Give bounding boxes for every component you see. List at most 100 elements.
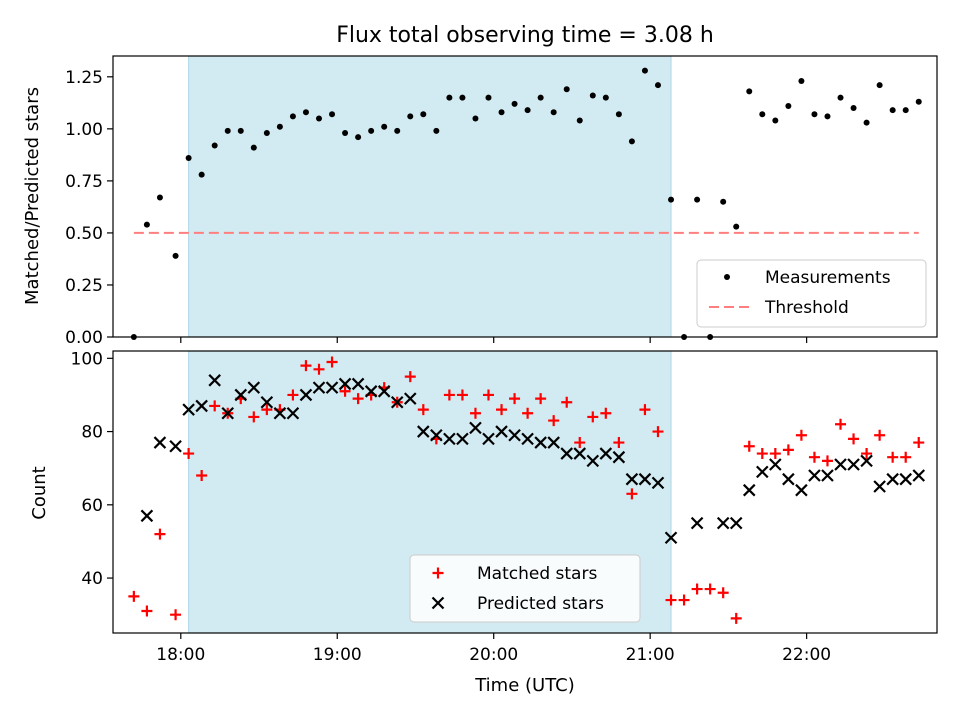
measurement-point (276, 123, 283, 130)
measurement-point (837, 94, 844, 101)
top-y-tick-label: 1.25 (65, 68, 103, 88)
matched-stars-point (196, 470, 208, 482)
predicted-stars-point (625, 472, 639, 486)
predicted-stars-point (508, 428, 521, 442)
measurement-point (185, 154, 192, 161)
predicted-stars-point (769, 458, 782, 471)
predicted-stars-point (742, 483, 756, 497)
predicted-stars-point (495, 425, 508, 438)
predicted-stars-point (612, 450, 626, 464)
matched-stars-point (209, 400, 221, 412)
predicted-stars-point (390, 395, 404, 409)
measurement-point (654, 82, 661, 89)
matched-stars-point (261, 404, 273, 416)
measurement-point (289, 113, 296, 120)
predicted-stars-point (377, 385, 391, 398)
measurement-point (143, 221, 150, 228)
legend-label-threshold: Threshold (764, 298, 849, 318)
measurement-point (433, 127, 440, 134)
measurement-point (615, 111, 622, 118)
matched-stars-point (835, 418, 847, 430)
measurement-point (798, 77, 805, 84)
measurement-point (537, 94, 544, 101)
predicted-stars-point (286, 406, 300, 420)
predicted-stars-point (247, 381, 261, 394)
matched-stars-point (704, 583, 716, 595)
legend-matched-marker (432, 567, 444, 579)
measurement-point (459, 94, 466, 101)
matched-stars-point (639, 404, 651, 416)
matched-stars-point (652, 426, 664, 438)
matched-stars-point (574, 437, 586, 449)
measurement-point (850, 105, 857, 112)
predicted-stars-point (521, 432, 534, 446)
predicted-stars-point (886, 472, 899, 486)
matched-stars-point (469, 407, 481, 419)
measurement-point (628, 138, 635, 145)
measurement-point (824, 113, 831, 120)
measurement-point (915, 98, 922, 105)
predicted-stars-point (417, 425, 430, 438)
x-tick-label: 18:00 (156, 645, 205, 665)
matched-stars-point (170, 609, 182, 621)
measurement-point (224, 127, 231, 134)
predicted-stars-point (534, 436, 547, 449)
predicted-stars-point (651, 476, 665, 490)
predicted-stars-point (208, 374, 221, 387)
matched-stars-point (900, 451, 912, 463)
matched-stars-point (887, 451, 899, 463)
legend-measurement-marker (724, 274, 730, 280)
top-plot-frame (112, 55, 938, 338)
predicted-stars-point (234, 388, 248, 402)
predicted-stars-point (325, 381, 339, 394)
matched-stars-point (548, 415, 560, 427)
matched-stars-point (535, 393, 547, 405)
matched-stars-point (848, 433, 860, 445)
legend-box (696, 259, 927, 328)
x-axis-label: Time (UTC) (474, 675, 575, 696)
predicted-stars-point (469, 421, 482, 435)
predicted-stars-point (599, 447, 613, 460)
predicted-stars-point (221, 406, 235, 420)
predicted-stars-point (899, 472, 912, 486)
predicted-stars-point (690, 516, 704, 530)
x-tick-label: 20:00 (469, 645, 518, 665)
predicted-stars-point (456, 432, 469, 446)
legend-label-matched: Matched stars (477, 564, 597, 584)
measurement-point (472, 115, 479, 122)
matched-stars-point (443, 389, 455, 401)
measurement-point (746, 88, 753, 95)
matched-stars-point (613, 437, 625, 449)
matched-stars-point (352, 393, 364, 405)
predicted-stars-point (482, 432, 495, 446)
predicted-stars-point (260, 395, 274, 409)
measurement-point (602, 94, 609, 101)
top-y-axis-label: Matched/Predicted stars (22, 87, 43, 305)
legend-label-predicted: Predicted stars (477, 594, 604, 614)
matched-stars-point (417, 404, 429, 416)
measurement-point (668, 196, 675, 203)
predicted-stars-point (338, 377, 352, 391)
measurement-point (759, 111, 766, 118)
top-panel: Matched/Predicted stars 0.00 0.25 0.50 0.75… (22, 55, 938, 348)
measurement-point (172, 252, 179, 259)
predicted-stars-point (573, 447, 587, 460)
matched-stars-point (128, 590, 140, 602)
matched-stars-point (183, 448, 195, 460)
measurement-point (902, 107, 909, 114)
predicted-stars-point (273, 406, 287, 420)
matched-stars-point (626, 488, 638, 500)
measurement-point (407, 113, 414, 120)
measurement-point (524, 107, 531, 114)
matched-stars-point (313, 363, 325, 375)
predicted-stars-point (847, 458, 860, 471)
measurement-point (420, 111, 427, 118)
predicted-stars-point (560, 447, 573, 460)
matched-stars-point (300, 360, 312, 372)
legend-predicted-marker (431, 596, 445, 610)
x-tick-label: 21:00 (626, 645, 675, 665)
matched-stars-point (717, 587, 729, 599)
measurement-point (772, 117, 779, 124)
matched-stars-point (496, 404, 508, 416)
measurement-point (811, 111, 818, 118)
